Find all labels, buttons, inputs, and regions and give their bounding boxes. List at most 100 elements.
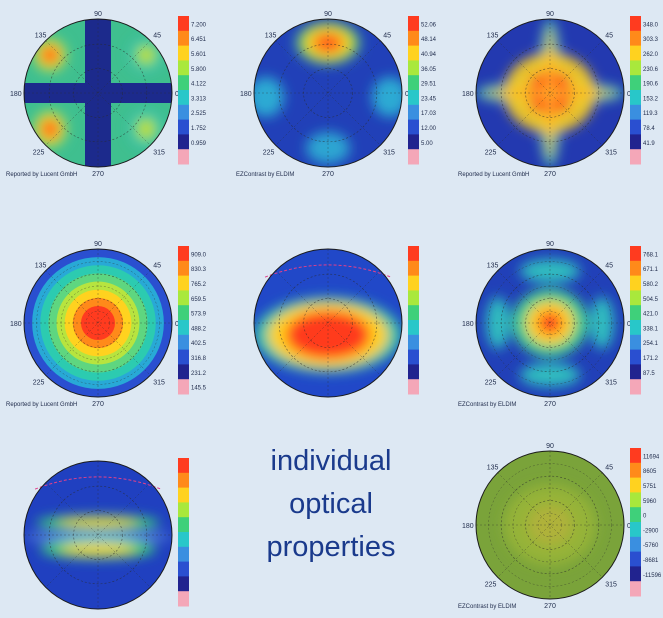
polar-grid [254, 19, 402, 167]
colorbar-segment [178, 60, 189, 76]
colorbar-segment [630, 462, 641, 479]
colorbar-segment [408, 134, 419, 150]
polar-tick-label: 315 [153, 379, 165, 386]
colorbar-segment [630, 448, 641, 464]
colorbar-segment [630, 379, 641, 395]
colorbar-segment [178, 364, 189, 380]
colorbar: 768.1 671.1 580.2 504.5 421.0 338.1 254.1 171.2… [630, 246, 659, 395]
colorbar-label: 36.05 [421, 67, 437, 73]
colorbar-label: 316.8 [191, 356, 207, 362]
colorbar-segment [630, 60, 641, 76]
chart-credit: Reported by Lucent GmbH [6, 172, 78, 178]
colorbar-segment [178, 561, 189, 577]
colorbar-segment [630, 90, 641, 106]
polar-plot [23, 458, 189, 610]
colorbar-segment [408, 349, 419, 365]
colorbar-segment [408, 275, 419, 291]
colorbar-label: 4.122 [191, 82, 207, 88]
colorbar-segment [630, 364, 641, 380]
colorbar-segment [178, 305, 189, 321]
colorbar-segment [630, 260, 641, 277]
colorbar-segment [408, 320, 419, 336]
colorbar-label: 254.1 [643, 341, 659, 347]
colorbar-label: 171.2 [643, 356, 659, 362]
colorbar-label: 41.9 [643, 141, 655, 147]
colorbar-label: 580.2 [643, 282, 659, 288]
colorbar-segment [178, 134, 189, 150]
colorbar-segment [630, 149, 641, 165]
colorbar-segment [630, 104, 641, 121]
caption-line-2: optical [289, 488, 373, 520]
polar-tick-label: 315 [153, 149, 165, 156]
colorbar-segment [630, 536, 641, 553]
colorbar-segment [630, 75, 641, 91]
colorbar-segment [178, 320, 189, 336]
polar-grid [476, 249, 624, 397]
polar-grid [476, 19, 624, 167]
colorbar-label: 48.14 [421, 37, 437, 43]
polar-tick-label: 315 [605, 149, 617, 156]
polar-tick-label: 0 [175, 321, 179, 328]
colorbar-segment [408, 260, 419, 277]
colorbar-segment [630, 477, 641, 493]
colorbar-label: 1.752 [191, 126, 207, 132]
colorbar-label: 909.0 [191, 252, 207, 258]
polar-tick-label: 180 [240, 91, 252, 98]
polar-tick-label: 135 [487, 33, 499, 40]
polar-tick-label: 90 [324, 11, 332, 18]
colorbar-segment [178, 576, 189, 592]
colorbar-label: 40.94 [421, 52, 437, 58]
chart-credit: EZContrast by ELDIM [458, 402, 517, 408]
polar-chart-1: 90 135 45 180 0 225 315 270 7.200 6.451 5.601 5.800… [6, 6, 207, 178]
polar-tick-label: 0 [627, 321, 631, 328]
colorbar: 11694 8605 5751 5960 0 -2900 -5760 -8681 -11596 [630, 448, 662, 597]
polar-tick-label: 45 [153, 33, 161, 40]
polar-chart-5 [236, 236, 436, 406]
colorbar-segment [630, 134, 641, 150]
colorbar-label: 12.00 [421, 126, 437, 132]
polar-tick-label: 315 [605, 379, 617, 386]
polar-tick-label: 270 [92, 171, 104, 178]
polar-plot: 90 135 45 180 0 225 315 270 348.0 303.3 262.0 230.6… [462, 11, 659, 178]
polar-tick-label: 135 [35, 33, 47, 40]
colorbar-label: 421.0 [643, 312, 659, 318]
colorbar-segment [630, 305, 641, 321]
polar-tick-label: 225 [33, 379, 45, 386]
colorbar-segment [178, 379, 189, 395]
colorbar-segment [178, 290, 189, 306]
polar-plot: 90 135 45 180 0 225 315 270 52.06 48.14 40.94 36.05… [240, 11, 437, 178]
polar-tick-label: 135 [265, 33, 277, 40]
colorbar-segment [408, 16, 419, 32]
polar-tick-label: 135 [487, 263, 499, 270]
colorbar-segment [178, 75, 189, 91]
colorbar-label: 0 [643, 514, 647, 520]
colorbar-segment [630, 334, 641, 351]
polar-tick-label: 90 [94, 11, 102, 18]
polar-tick-label: 0 [175, 91, 179, 98]
chart-credit: Reported by Lucent GmbH [458, 172, 530, 178]
colorbar-label: 402.5 [191, 341, 207, 347]
colorbar-label: 765.2 [191, 282, 207, 288]
polar-tick-label: 90 [546, 11, 554, 18]
colorbar-label: 5.00 [421, 141, 433, 147]
polar-tick-label: 45 [383, 33, 391, 40]
colorbar-segment [408, 104, 419, 121]
colorbar-label: 5751 [643, 484, 657, 490]
colorbar-segment [178, 349, 189, 365]
colorbar-segment [408, 149, 419, 165]
colorbar-label: 230.6 [643, 67, 659, 73]
colorbar-segment [178, 119, 189, 135]
polar-tick-label: 45 [153, 263, 161, 270]
colorbar-segment [630, 522, 641, 538]
colorbar-label: 145.5 [191, 386, 207, 392]
colorbar-label: 671.1 [643, 267, 659, 273]
polar-tick-label: 180 [462, 91, 474, 98]
colorbar-segment [408, 364, 419, 380]
polar-tick-label: 180 [462, 523, 474, 530]
colorbar [178, 458, 189, 607]
polar-tick-label: 135 [487, 465, 499, 472]
chart-credit: Reported by Lucent GmbH [6, 402, 78, 408]
colorbar-segment [630, 566, 641, 582]
colorbar-segment [178, 45, 189, 61]
colorbar-segment [178, 532, 189, 548]
